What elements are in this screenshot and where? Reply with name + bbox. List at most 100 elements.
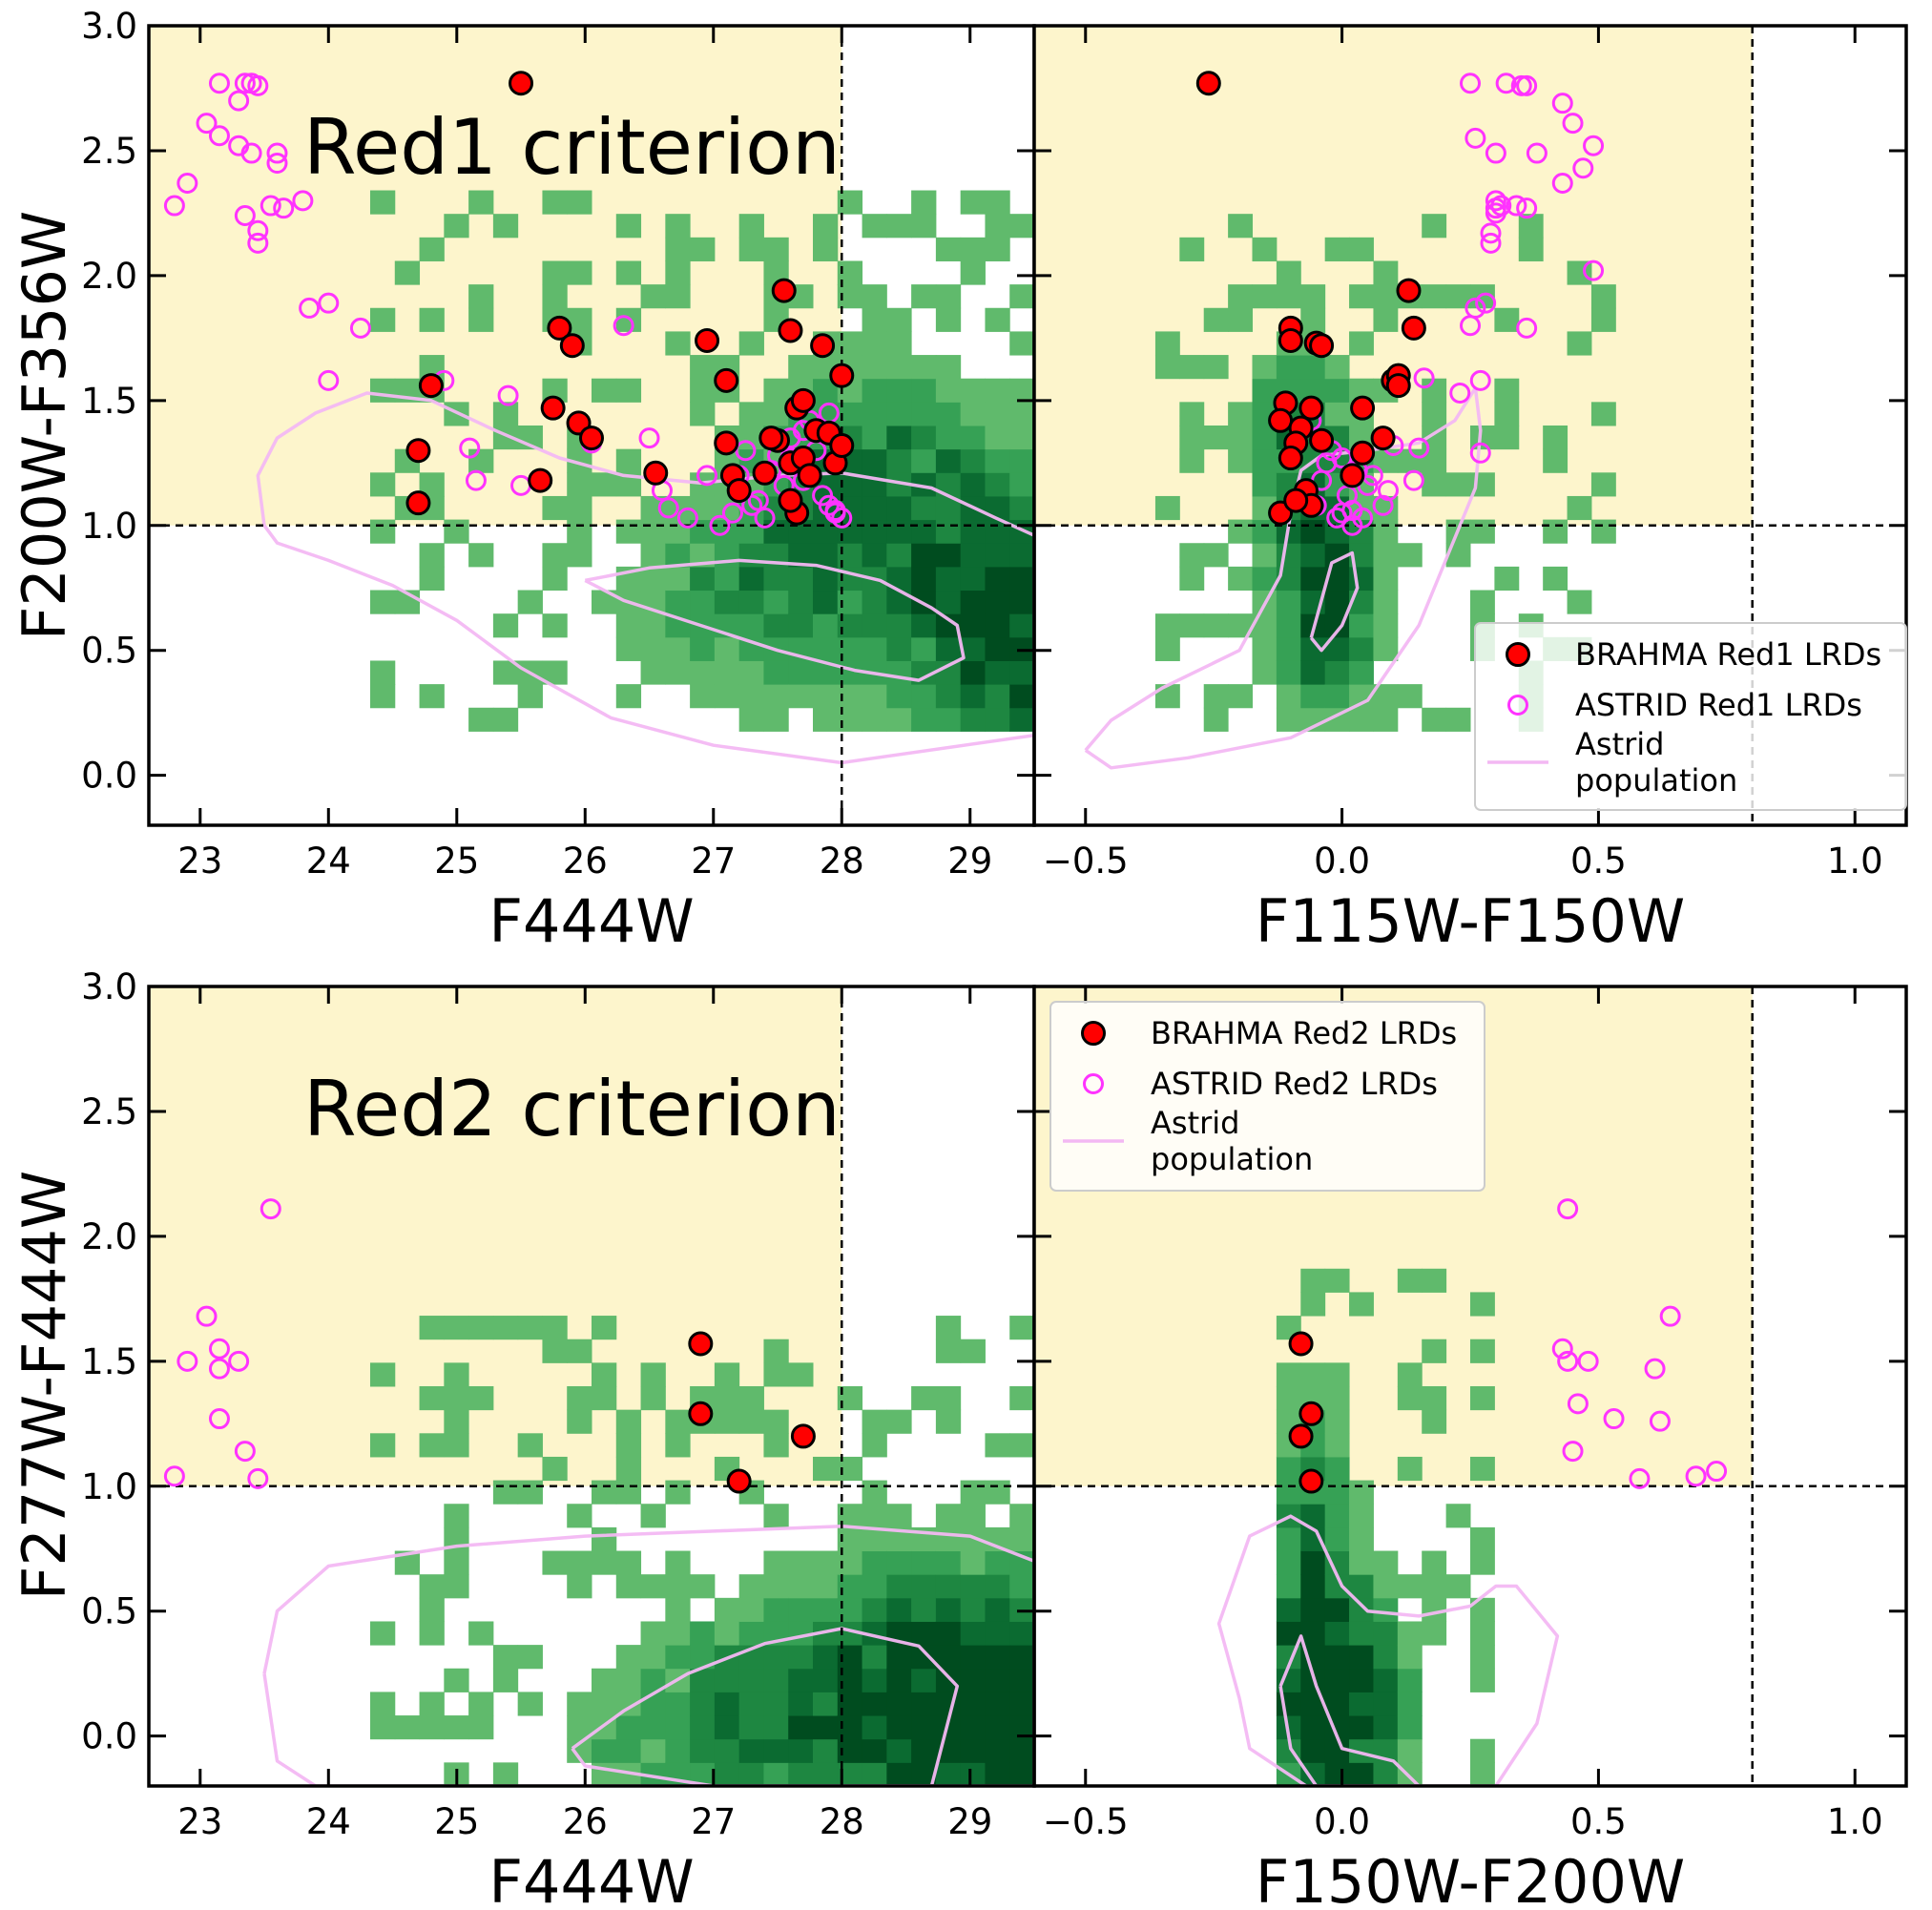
hist-bin — [592, 1316, 617, 1340]
astrid-point — [299, 297, 321, 319]
hist-bin — [419, 566, 445, 592]
hist-bin — [1300, 1597, 1326, 1622]
hist-bin — [911, 613, 937, 638]
brahma-point — [829, 363, 855, 388]
hist-bin — [960, 190, 986, 215]
hist-bin — [714, 1762, 740, 1786]
hist-bin — [862, 1550, 887, 1575]
astrid-contour-0 — [256, 391, 1034, 765]
astrid-point — [1659, 1305, 1681, 1327]
hist-bin — [886, 660, 912, 685]
hist-bin — [935, 1339, 962, 1363]
hist-bin — [615, 1550, 642, 1575]
hist-bin — [1324, 590, 1350, 614]
hist-bin — [1567, 331, 1592, 356]
hist-bin — [935, 684, 962, 709]
hist-bin — [862, 613, 887, 638]
hist-bin — [935, 426, 962, 450]
hist-bin — [1494, 566, 1520, 592]
ticks: −0.5 0.0 0.5 1.0 — [1034, 24, 1906, 882]
hist-bin — [738, 684, 764, 709]
hist-bin — [1252, 660, 1278, 685]
legend-contour-label: Astrid population — [1151, 1105, 1313, 1177]
hist-bin — [1324, 355, 1350, 380]
hist-bin — [1300, 1550, 1326, 1575]
astrid-point — [1485, 197, 1506, 219]
astrid-point — [459, 437, 481, 459]
hist-bin — [862, 402, 887, 426]
hist-bin — [813, 684, 839, 709]
astrid-point — [260, 1198, 281, 1220]
x-tick-label: 0.0 — [1314, 841, 1370, 882]
hist-bin — [1203, 707, 1229, 732]
hist-bin — [985, 707, 1010, 732]
hist-bin — [615, 1645, 642, 1670]
brahma-point — [758, 426, 784, 451]
hist-bin — [468, 448, 494, 473]
hist-bin — [935, 1692, 962, 1716]
astrid-point — [349, 317, 371, 339]
hist-bin — [1276, 543, 1301, 568]
astrid-point — [292, 190, 314, 212]
legend-brahma-marker — [1081, 1021, 1106, 1046]
hist-bin — [592, 472, 617, 497]
hist-bin — [665, 1550, 691, 1575]
y-tick-label: 2.0 — [81, 256, 137, 297]
hist-bin — [985, 1433, 1010, 1458]
hist-bin — [935, 1550, 962, 1575]
astrid-contour-0 — [1216, 1514, 1560, 1786]
x-tick-label: 26 — [563, 841, 608, 882]
hist-bin — [1324, 1762, 1350, 1786]
legend-brahma-marker — [1506, 642, 1530, 667]
astrid-point — [1557, 1350, 1579, 1372]
hist-bin — [886, 331, 912, 356]
hist-bin — [862, 284, 887, 309]
hist-bin — [960, 402, 986, 426]
hist-bin — [1300, 1268, 1326, 1293]
hist-bin — [419, 307, 445, 332]
hist-bin — [714, 1715, 740, 1740]
brahma-point — [1350, 440, 1376, 466]
hist-bin — [370, 1692, 396, 1716]
astrid-point — [1402, 469, 1424, 491]
hist-bin — [468, 707, 494, 732]
brahma-point — [714, 430, 739, 456]
hist-bin — [592, 1362, 617, 1387]
hist-bin — [1470, 1645, 1495, 1670]
hist-bin — [911, 566, 937, 592]
hist-bin — [468, 1621, 494, 1646]
hist-bin — [738, 1409, 764, 1434]
hist-bin — [1300, 566, 1326, 592]
hist-bin — [886, 1738, 912, 1763]
hist-bin — [1373, 590, 1399, 614]
hist-bin — [985, 214, 1010, 239]
hist-bin — [1252, 519, 1278, 544]
hist-bin — [567, 519, 592, 544]
brahma-point — [528, 467, 553, 493]
hist-bin — [468, 307, 494, 332]
hist-bin — [615, 448, 642, 473]
astrid-point — [196, 113, 218, 135]
hist-bin — [738, 1692, 764, 1716]
y-tick-label: 1.0 — [81, 1466, 137, 1507]
brahma-point — [1288, 1331, 1314, 1357]
brahma-point — [509, 71, 534, 96]
x-tick-label: 28 — [820, 841, 864, 882]
y-tick-label: 0.5 — [81, 1591, 137, 1632]
hist-bin — [763, 1738, 789, 1763]
hist-bin — [1300, 1362, 1326, 1387]
hist-bin — [517, 1645, 543, 1670]
hist-bin — [567, 495, 592, 521]
hist-bin — [1276, 1550, 1301, 1575]
hist-bin — [1590, 307, 1616, 332]
brahma-point — [540, 395, 566, 421]
astrid-point — [1685, 1465, 1707, 1487]
hist-bin — [1009, 684, 1034, 709]
hist-bin — [813, 1692, 839, 1716]
hist-bin — [1009, 402, 1034, 426]
hist-bin — [567, 1504, 592, 1528]
hist-bin — [763, 1409, 789, 1434]
hist-bin — [1494, 426, 1520, 450]
hist-bin — [1276, 613, 1301, 638]
hist-bin — [788, 1645, 814, 1670]
